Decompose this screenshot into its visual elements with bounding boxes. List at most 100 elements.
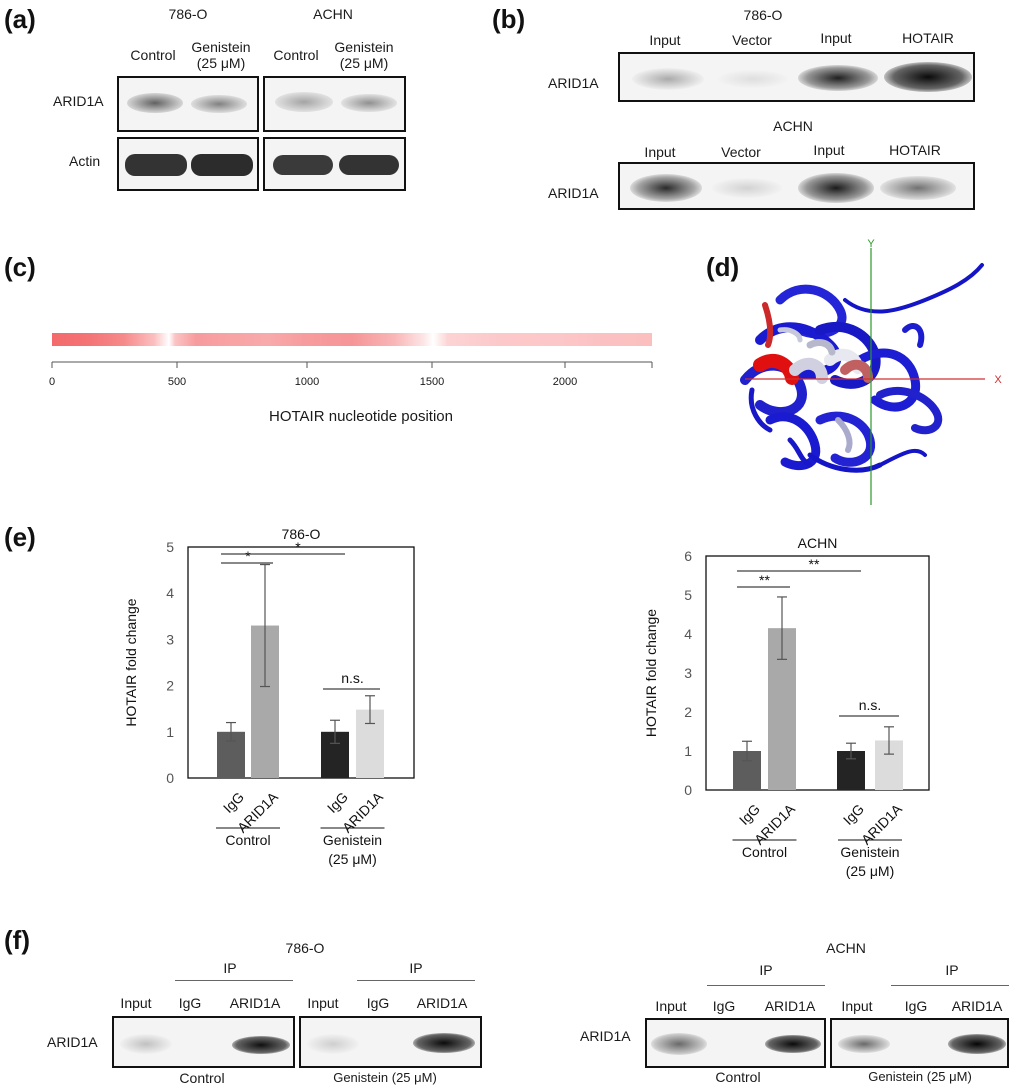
group-label: Genistein [840, 844, 899, 860]
group-label: (25 μM) [846, 863, 895, 879]
chart-title: ACHN [798, 535, 838, 551]
y-tick-label: 4 [684, 626, 692, 642]
y-tick-label: 1 [166, 724, 174, 740]
y-axis-label: HOTAIR fold change [123, 598, 139, 726]
group-label: Genistein (25 μM) [868, 1069, 972, 1084]
cell-line-achn: ACHN [826, 940, 866, 956]
panel-label-e: (e) [4, 522, 36, 552]
y-tick-label: 0 [166, 770, 174, 786]
row-label-arid1a: ARID1A [580, 1028, 631, 1044]
blot-f-786o-genistein [299, 1016, 482, 1068]
y-tick-label: 4 [166, 585, 174, 601]
lane-label-conc: (25 μM) [339, 55, 389, 71]
blot-b-achn [618, 162, 975, 210]
lane-label: Input [649, 32, 681, 48]
ip-bracket [891, 985, 1009, 986]
cell-line-achn: ACHN [773, 118, 813, 134]
y-tick-label: 3 [684, 665, 692, 681]
plot-frame [187, 546, 415, 779]
lane-label: Genistein [334, 39, 394, 55]
blot-b-786o [618, 52, 975, 102]
ip-bracket [175, 980, 293, 981]
blot-f-786o-control [112, 1016, 295, 1068]
group-label: Control [715, 1069, 761, 1085]
ip-bracket [707, 985, 825, 986]
lane-label-conc: (25 μM) [196, 55, 246, 71]
group-label: (25 μM) [328, 851, 377, 867]
blot-f-achn-genistein [830, 1018, 1009, 1068]
tick-label: 2000 [552, 376, 578, 388]
x-tick-label: IgG [840, 801, 867, 828]
significance-mark: n.s. [859, 697, 882, 713]
x-axis-label: HOTAIR nucleotide position [269, 408, 453, 425]
lane-label: IgG [366, 995, 390, 1011]
lane-label: Genistein [191, 39, 251, 55]
y-tick-label: 1 [684, 743, 692, 759]
lane-label: IgG [178, 995, 202, 1011]
blot-a-arid1a-786o [117, 76, 259, 132]
group-label: Control [179, 1070, 225, 1086]
y-axis-label: HOTAIR fold change [643, 609, 659, 737]
tick-label: 1500 [419, 376, 445, 388]
tick-label: 0 [48, 376, 56, 388]
y-tick-label: 2 [684, 704, 692, 720]
panel-label-f: (f) [4, 925, 30, 955]
ip-bracket [357, 980, 475, 981]
lane-label: IgG [712, 998, 736, 1014]
y-tick-label: 3 [166, 631, 174, 647]
cell-line-786o: 786-O [168, 6, 208, 22]
significance-mark: * [295, 539, 301, 555]
significance-mark: * [245, 548, 251, 564]
row-label-arid1a: ARID1A [548, 185, 599, 201]
lane-label: ARID1A [764, 998, 816, 1014]
panel-label-a: (a) [4, 4, 36, 34]
ip-label: IP [945, 962, 959, 978]
group-label: Genistein [323, 832, 382, 848]
lane-label: HOTAIR [889, 142, 941, 158]
lane-label: ARID1A [416, 995, 468, 1011]
y-tick-label: 6 [684, 548, 692, 564]
panel-label-d: (d) [706, 252, 740, 282]
cell-line-achn: ACHN [313, 6, 353, 22]
row-label-arid1a: ARID1A [548, 75, 599, 91]
lane-label: Input [820, 30, 852, 46]
lane-label: HOTAIR [902, 30, 954, 46]
group-label: Control [742, 844, 787, 860]
lane-label: Input [813, 142, 845, 158]
y-tick-label: 5 [166, 539, 174, 555]
lane-label: Vector [732, 32, 772, 48]
lane-label: ARID1A [229, 995, 281, 1011]
lane-label: Input [841, 998, 873, 1014]
lane-label: Input [120, 995, 152, 1011]
row-label-arid1a: ARID1A [53, 93, 104, 109]
ip-label: IP [223, 960, 237, 976]
row-label-arid1a: ARID1A [47, 1034, 98, 1050]
x-tick-label: IgG [736, 801, 763, 828]
y-tick-label: 0 [684, 782, 692, 798]
lane-label: IgG [904, 998, 928, 1014]
lane-label: Input [307, 995, 339, 1011]
lane-label: Input [644, 144, 676, 160]
blot-a-actin-achn [263, 137, 406, 191]
chart-title: 786-O [282, 526, 321, 542]
row-label-actin: Actin [69, 153, 101, 169]
blot-a-arid1a-achn [263, 76, 406, 132]
cell-line-786o: 786-O [285, 940, 325, 956]
tick-label: 1000 [294, 376, 320, 388]
y-tick-label: 5 [684, 587, 692, 603]
group-label: Control [225, 832, 270, 848]
panel-label-c: (c) [4, 252, 36, 282]
x-tick-label: ARID1A [858, 800, 906, 848]
group-label: Genistein (25 μM) [333, 1070, 437, 1085]
y-tick-label: 2 [166, 678, 174, 694]
cell-line-786o: 786-O [743, 7, 783, 23]
ip-label: IP [759, 962, 773, 978]
lane-label: Control [130, 47, 176, 63]
plot-frame [705, 555, 930, 791]
blot-a-actin-786o [117, 137, 259, 191]
significance-mark: n.s. [341, 670, 364, 686]
significance-mark: ** [759, 572, 770, 588]
tick-label: 500 [167, 376, 187, 388]
ip-label: IP [409, 960, 423, 976]
